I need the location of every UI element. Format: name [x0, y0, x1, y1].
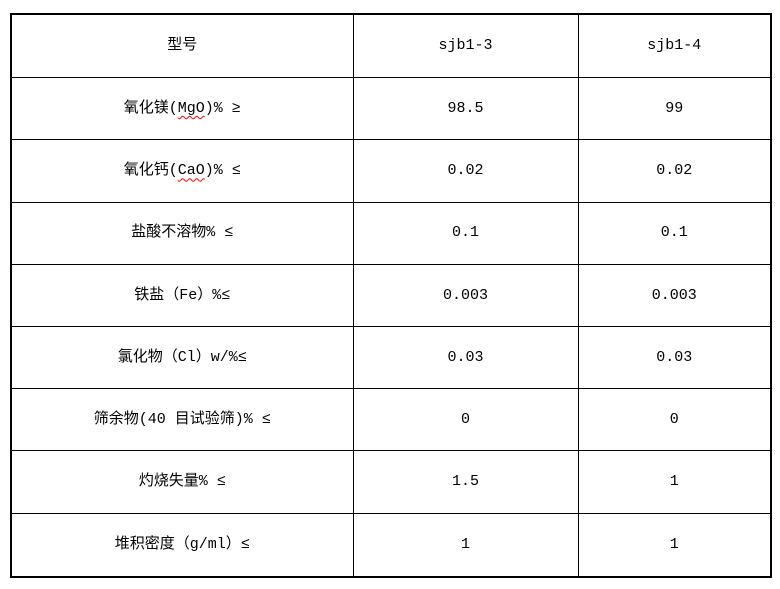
spec-value-cell: 0.1: [352, 201, 579, 265]
misspelled-term: CaO: [177, 162, 205, 180]
spec-label: 氯化物（Cl）w/%≤: [117, 348, 247, 366]
spec-label: 筛余物(40 目试验筛)% ≤: [93, 411, 271, 429]
column-header-sjb1-4: sjb1-4: [577, 13, 772, 79]
table-row-cao: 氧化钙(CaO)% ≤ 0.02 0.02: [10, 139, 772, 203]
spec-label-cell: 氯化物（Cl）w/%≤: [10, 326, 354, 390]
spec-value: 99: [665, 100, 684, 118]
spec-value-cell: 0.02: [352, 139, 579, 203]
spec-value: 1.5: [451, 473, 479, 491]
spec-value: 0.1: [451, 224, 479, 242]
table-row-mgo: 氧化镁(MgO)% ≥ 98.5 99: [10, 77, 772, 141]
spec-label: 堆积密度（g/ml）≤: [114, 536, 250, 554]
spec-value: 1: [669, 536, 679, 554]
spec-value-cell: 1.5: [352, 450, 579, 514]
spec-label-cell: 堆积密度（g/ml）≤: [10, 512, 354, 578]
spec-label-cell: 氧化钙(CaO)% ≤: [10, 139, 354, 203]
label-text: )% ≥: [204, 100, 241, 118]
table-row-sieve-residue: 筛余物(40 目试验筛)% ≤ 0 0: [10, 388, 772, 452]
header-label: sjb1-4: [647, 37, 702, 55]
table-row-bulk-density: 堆积密度（g/ml）≤ 1 1: [10, 512, 772, 578]
spec-value: 0.003: [442, 286, 488, 304]
spec-value: 1: [460, 536, 470, 554]
spec-value: 0.02: [447, 162, 484, 180]
spec-value: 0.03: [656, 348, 693, 366]
spec-value-cell: 0.003: [577, 263, 772, 328]
spec-value-cell: 0.003: [352, 263, 579, 328]
spec-label: 氧化镁(MgO)% ≥: [124, 100, 241, 117]
spec-value: 0.003: [651, 286, 697, 304]
spec-label-cell: 筛余物(40 目试验筛)% ≤: [10, 388, 354, 452]
spec-value-cell: 1: [577, 450, 772, 514]
spec-label-cell: 铁盐（Fe）%≤: [10, 263, 354, 328]
product-spec-table: 型号 sjb1-3 sjb1-4 氧化镁(MgO)% ≥ 98.5 99: [10, 13, 772, 578]
spec-value: 98.5: [447, 100, 484, 118]
column-header-model: 型号: [10, 13, 354, 79]
label-text: 氧化镁(: [123, 100, 178, 118]
misspelled-term: MgO: [177, 100, 205, 118]
label-text: 氧化钙(: [123, 162, 178, 180]
header-label: sjb1-3: [438, 37, 493, 55]
spec-value-cell: 0.02: [577, 139, 772, 203]
spec-label: 灼烧失量% ≤: [138, 473, 226, 491]
spec-value: 0: [460, 411, 470, 429]
spec-label: 氧化钙(CaO)% ≤: [124, 162, 241, 179]
label-text: )% ≤: [204, 162, 241, 180]
spec-value: 1: [669, 473, 679, 491]
spec-value-cell: 0.1: [577, 201, 772, 265]
spec-value-cell: 1: [577, 512, 772, 578]
spec-value: 0: [669, 411, 679, 429]
table-header-row: 型号 sjb1-3 sjb1-4: [10, 13, 772, 79]
spec-value-cell: 0.03: [577, 326, 772, 390]
spec-label: 铁盐（Fe）%≤: [134, 286, 231, 304]
spec-value-cell: 1: [352, 512, 579, 578]
spec-label-cell: 盐酸不溶物% ≤: [10, 201, 354, 265]
table-row-fe: 铁盐（Fe）%≤ 0.003 0.003: [10, 263, 772, 328]
table-row-hcl-insoluble: 盐酸不溶物% ≤ 0.1 0.1: [10, 201, 772, 265]
spec-label: 盐酸不溶物% ≤: [131, 224, 234, 242]
header-label: 型号: [167, 37, 198, 55]
table-row-cl: 氯化物（Cl）w/%≤ 0.03 0.03: [10, 326, 772, 390]
spec-value: 0.1: [660, 224, 688, 242]
table-row-loss-on-ignition: 灼烧失量% ≤ 1.5 1: [10, 450, 772, 514]
column-header-sjb1-3: sjb1-3: [352, 13, 579, 79]
spec-value-cell: 99: [577, 77, 772, 141]
spec-value-cell: 0: [577, 388, 772, 452]
spec-value: 0.03: [447, 348, 484, 366]
spec-value-cell: 0: [352, 388, 579, 452]
spec-value: 0.02: [656, 162, 693, 180]
spec-label-cell: 氧化镁(MgO)% ≥: [10, 77, 354, 141]
spec-value-cell: 0.03: [352, 326, 579, 390]
spec-label-cell: 灼烧失量% ≤: [10, 450, 354, 514]
spec-value-cell: 98.5: [352, 77, 579, 141]
